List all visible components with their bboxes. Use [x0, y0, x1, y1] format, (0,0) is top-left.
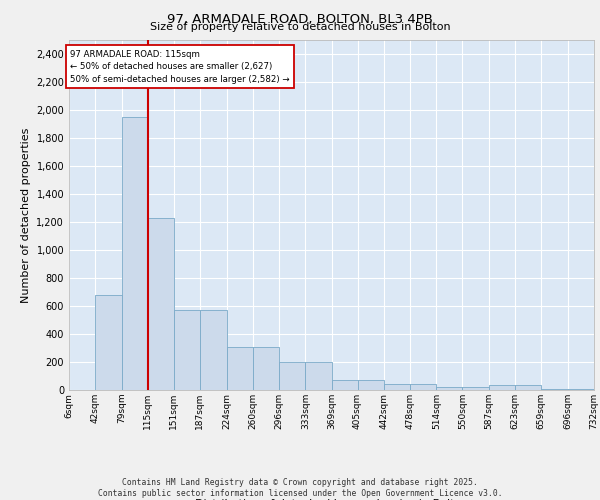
- Bar: [358, 380, 384, 390]
- Bar: [410, 384, 436, 390]
- Bar: [227, 346, 253, 390]
- Text: 97, ARMADALE ROAD, BOLTON, BL3 4PB: 97, ARMADALE ROAD, BOLTON, BL3 4PB: [167, 12, 433, 26]
- Bar: [489, 385, 515, 390]
- Text: Size of property relative to detached houses in Bolton: Size of property relative to detached ho…: [149, 22, 451, 32]
- Bar: [384, 384, 410, 390]
- Bar: [279, 362, 305, 390]
- Bar: [305, 362, 331, 390]
- Bar: [148, 218, 174, 390]
- Bar: [463, 387, 489, 390]
- Bar: [95, 295, 122, 390]
- Bar: [436, 387, 463, 390]
- Bar: [331, 380, 358, 390]
- Text: 97 ARMADALE ROAD: 115sqm
← 50% of detached houses are smaller (2,627)
50% of sem: 97 ARMADALE ROAD: 115sqm ← 50% of detach…: [70, 50, 290, 84]
- Bar: [122, 117, 148, 390]
- Bar: [253, 346, 279, 390]
- Bar: [174, 310, 200, 390]
- Bar: [515, 385, 541, 390]
- Bar: [200, 310, 227, 390]
- Text: Contains HM Land Registry data © Crown copyright and database right 2025.
Contai: Contains HM Land Registry data © Crown c…: [98, 478, 502, 498]
- Y-axis label: Number of detached properties: Number of detached properties: [21, 128, 31, 302]
- X-axis label: Distribution of detached houses by size in Bolton: Distribution of detached houses by size …: [195, 498, 468, 500]
